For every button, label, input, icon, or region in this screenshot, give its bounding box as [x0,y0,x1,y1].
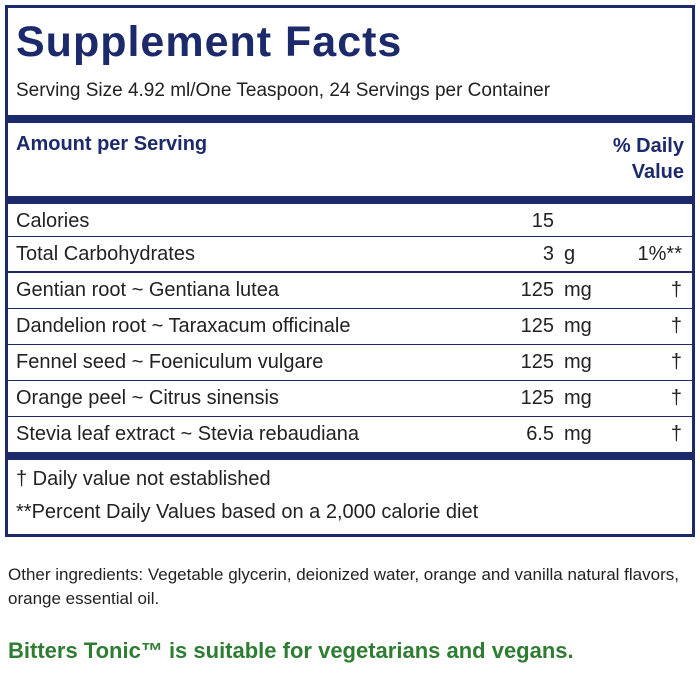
ingredient-name: Dandelion root ~ Taraxacum officinale [16,315,351,337]
table-row: Total Carbohydrates 3 g 1%** [8,237,692,273]
amount-header: Amount per Serving [16,133,208,155]
unit: mg [564,423,592,445]
table-row: Stevia leaf extract ~ Stevia rebaudiana 6… [8,417,692,453]
amount: 15 [531,210,554,232]
unit: mg [564,387,592,409]
unit: mg [564,315,592,337]
facts-panel: Supplement Facts Serving Size 4.92 ml/On… [5,5,695,537]
daily-value: † [670,279,682,301]
table-row: Dandelion root ~ Taraxacum officinale 125… [8,309,692,345]
claim: Bitters Tonic™ is suitable for vegetaria… [8,638,574,663]
dv-header: % Daily Value [612,135,684,183]
rule [8,115,692,123]
ingredient-name: Gentian root ~ Gentiana lutea [16,279,279,301]
table-row: Gentian root ~ Gentiana lutea 125 mg † [8,273,692,309]
amount: 125 [520,351,554,373]
unit: mg [564,351,592,373]
table-row: Orange peel ~ Citrus sinensis 125 mg † [8,381,692,417]
rule [8,196,692,204]
other-ingredients: Other ingredients: Vegetable glycerin, d… [8,565,679,608]
daily-value: 1%** [637,243,682,265]
ingredient-name: Fennel seed ~ Foeniculum vulgare [16,351,324,373]
amount: 3 [542,243,554,265]
daily-value: † [670,315,682,337]
daily-value: † [670,423,682,445]
ingredient-name: Calories [16,210,90,232]
serving-size: Serving Size 4.92 ml/One Teaspoon, 24 Se… [16,80,551,101]
table-row: Calories 15 [8,204,692,237]
table-row: Fennel seed ~ Foeniculum vulgare 125 mg † [8,345,692,381]
ingredient-name: Stevia leaf extract ~ Stevia rebaudiana [16,423,359,445]
footnote: **Percent Daily Values based on a 2,000 … [16,501,479,523]
amount: 125 [520,315,554,337]
unit: g [564,243,576,265]
unit: mg [564,279,592,301]
ingredient-name: Orange peel ~ Citrus sinensis [16,387,279,409]
footnote: † Daily value not established [16,468,271,490]
amount: 125 [520,387,554,409]
ingredient-name: Total Carbohydrates [16,243,195,265]
daily-value: † [670,387,682,409]
title: Supplement Facts [16,18,403,66]
rule [8,452,692,460]
amount: 6.5 [526,423,554,445]
amount: 125 [520,279,554,301]
daily-value: † [670,351,682,373]
